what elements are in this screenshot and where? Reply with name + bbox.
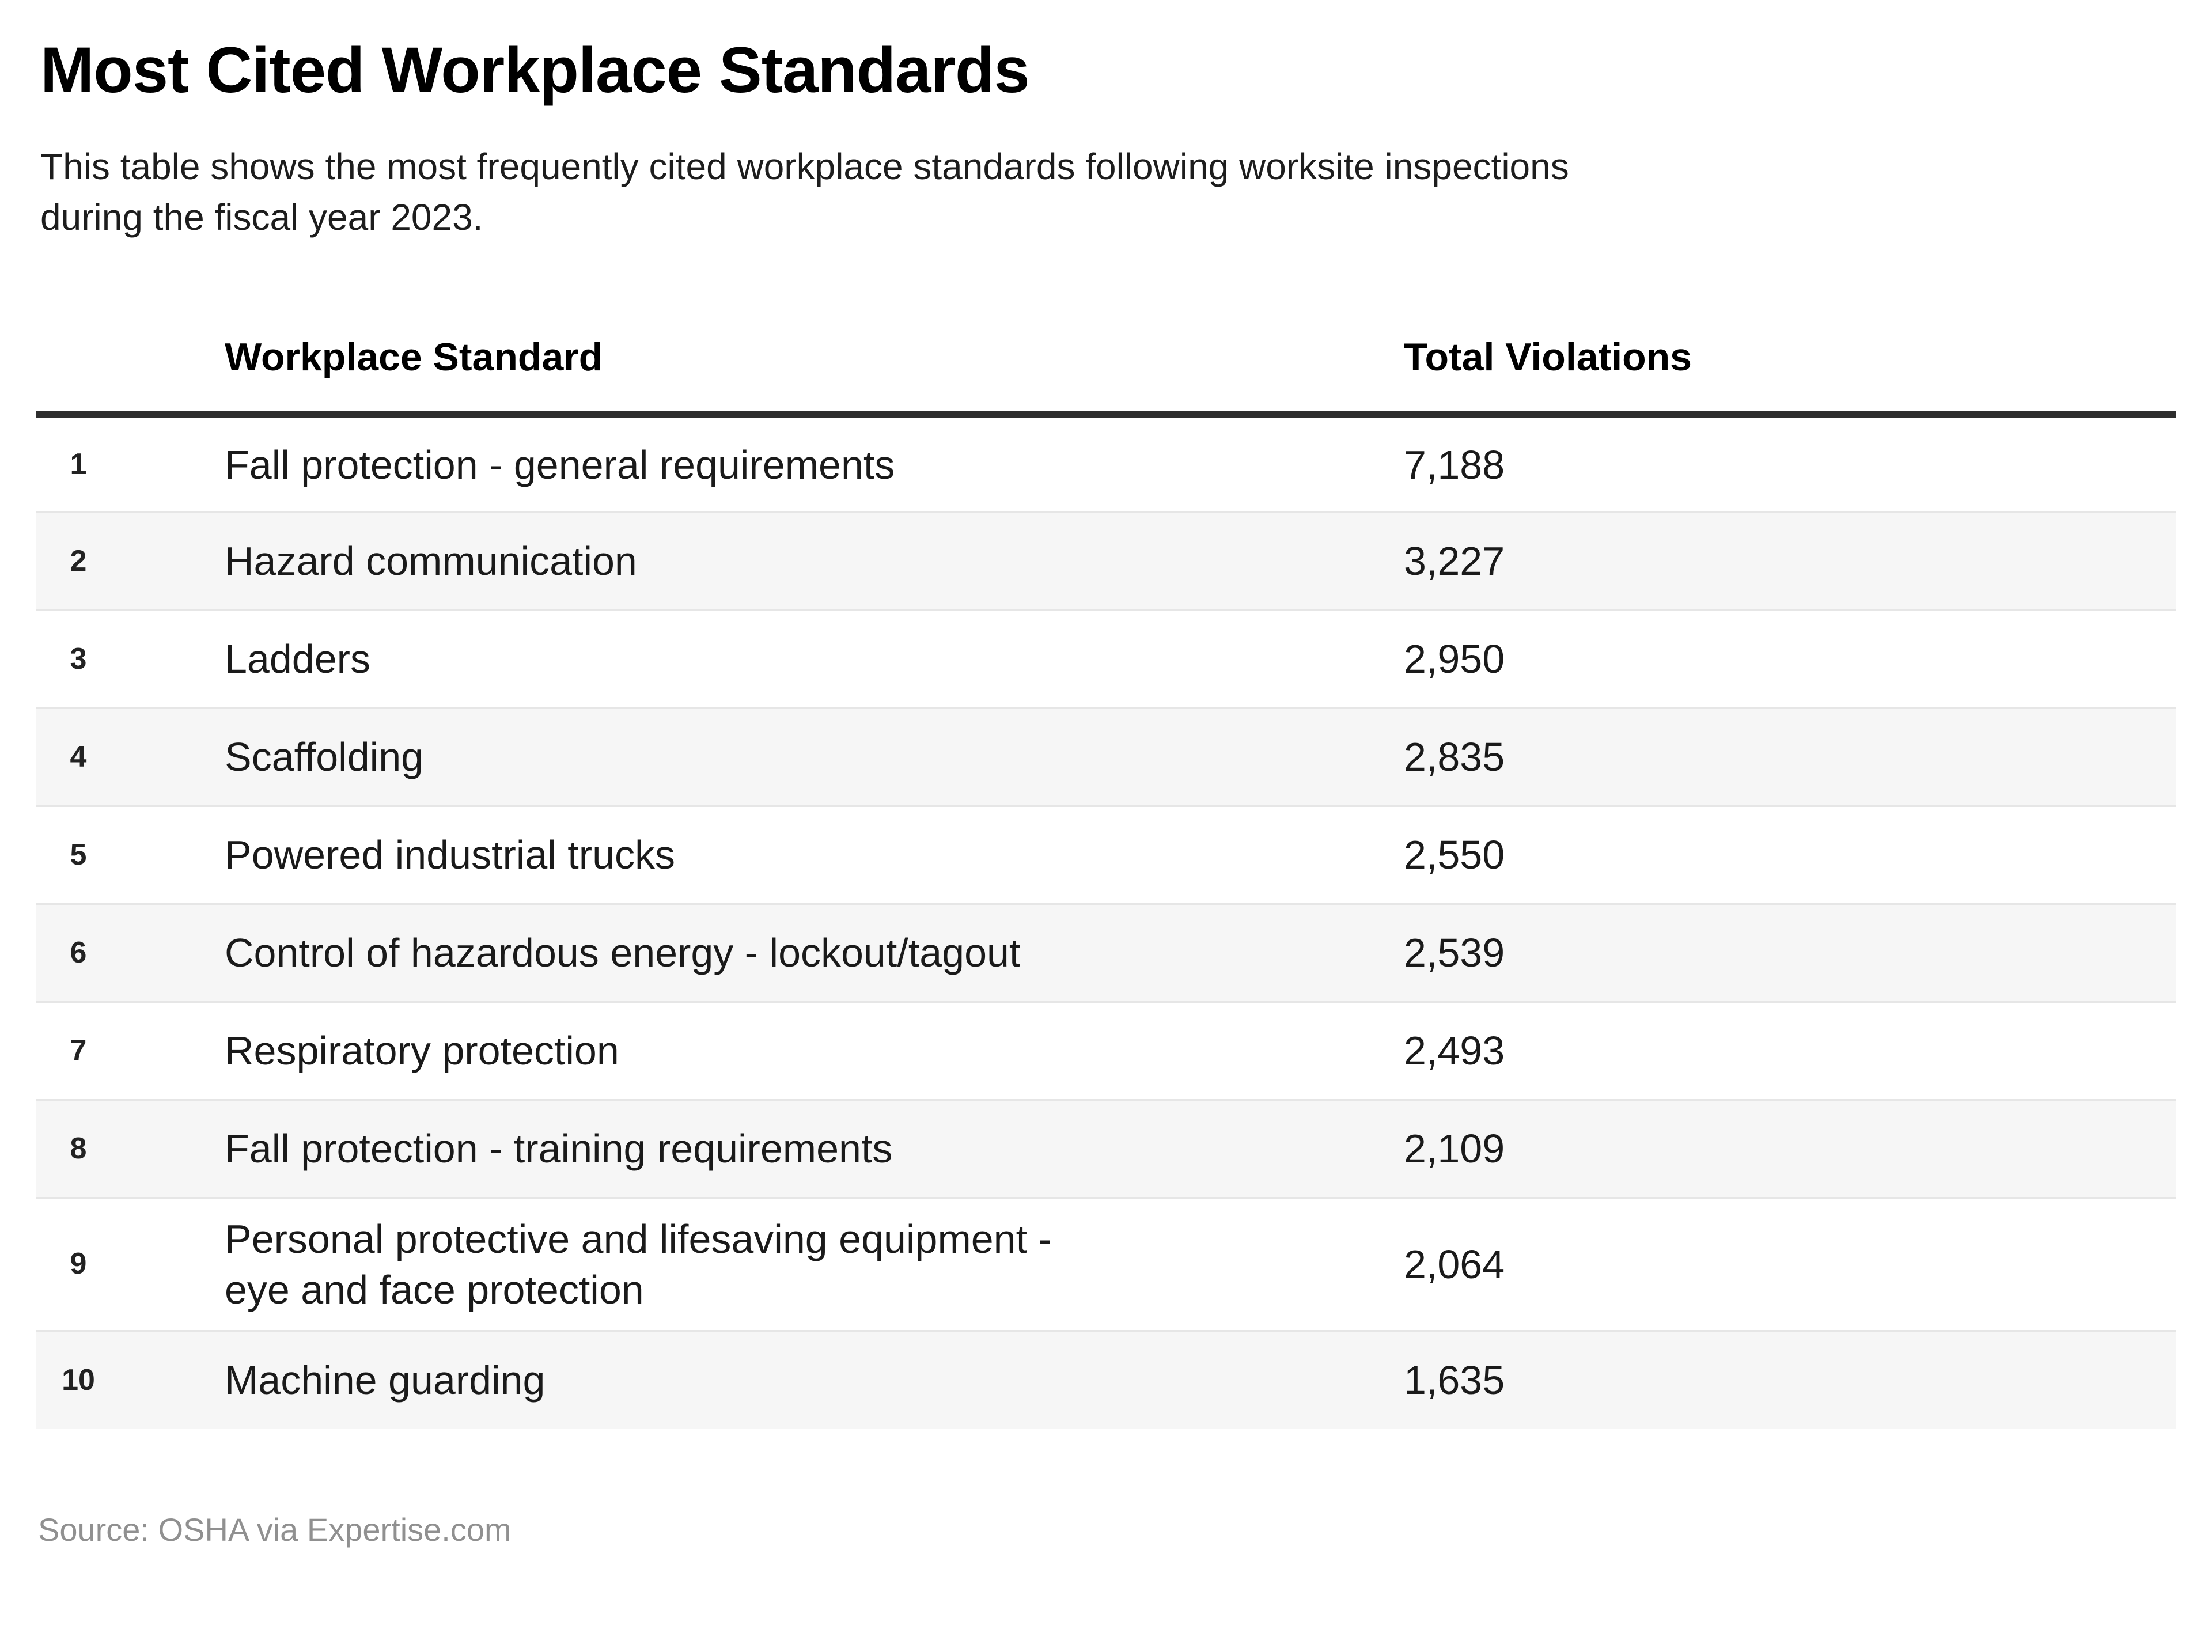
- rank-cell: 1: [70, 447, 87, 481]
- violations-cell: 2,493: [1404, 1001, 2176, 1100]
- table-row: 3 Ladders 2,950: [36, 609, 2176, 708]
- rank-cell: 10: [36, 1330, 121, 1429]
- rank-cell: 3: [36, 609, 121, 708]
- violations-cell: 2,550: [1404, 805, 2176, 904]
- table-body: 1 Fall protection - general requirements…: [36, 414, 2176, 1429]
- rank-cell: 6: [36, 903, 121, 1002]
- infographic: Most Cited Workplace Standards This tabl…: [36, 34, 2176, 1548]
- page-title: Most Cited Workplace Standards: [40, 34, 1030, 106]
- standard-cell: Fall protection - general requirements: [225, 442, 895, 487]
- table-row: 2 Hazard communication 3,227: [36, 511, 2176, 611]
- column-header-standard: Workplace Standard: [121, 335, 1404, 418]
- rank-cell: 2: [36, 511, 121, 611]
- violations-cell: 2,835: [1404, 707, 2176, 806]
- standard-cell: Ladders: [121, 609, 1404, 708]
- table-row: 7 Respiratory protection 2,493: [36, 1001, 2176, 1100]
- table-header: Workplace Standard Total Violations: [36, 335, 2176, 418]
- rank-cell: 9: [36, 1196, 121, 1331]
- page-subtitle: This table shows the most frequently cit…: [40, 145, 1569, 238]
- table-row: 8 Fall protection - training requirement…: [36, 1098, 2176, 1198]
- table-row: 4 Scaffolding 2,835: [36, 707, 2176, 806]
- standard-cell: Powered industrial trucks: [121, 805, 1404, 904]
- violations-cell: 3,227: [1404, 511, 2176, 611]
- violations-cell: 2,064: [1404, 1196, 2176, 1331]
- rank-cell: 7: [36, 1001, 121, 1100]
- column-header-violations: Total Violations: [1404, 335, 2176, 418]
- standard-cell: Control of hazardous energy - lockout/ta…: [121, 903, 1404, 1002]
- standard-cell: Respiratory protection: [121, 1001, 1404, 1100]
- table-row: 5 Powered industrial trucks 2,550: [36, 805, 2176, 904]
- violations-cell: 7,188: [1404, 442, 1505, 487]
- rank-cell: 5: [36, 805, 121, 904]
- rank-cell: 8: [36, 1098, 121, 1198]
- rank-cell: 4: [36, 707, 121, 806]
- table-row: 9 Personal protective and lifesaving equ…: [36, 1196, 2176, 1331]
- standard-cell: Fall protection - training requirements: [121, 1098, 1404, 1198]
- standard-cell: Hazard communication: [121, 511, 1404, 611]
- table-row: 1 Fall protection - general requirements…: [36, 414, 2176, 512]
- violations-table: Workplace Standard Total Violations 1 Fa…: [36, 335, 2176, 1429]
- standard-cell: Machine guarding: [121, 1330, 1404, 1429]
- violations-cell: 2,109: [1404, 1098, 2176, 1198]
- column-header-rank: [36, 335, 121, 418]
- violations-cell: 1,635: [1404, 1330, 2176, 1429]
- table-header-row: Workplace Standard Total Violations: [36, 335, 2176, 418]
- table-row: 6 Control of hazardous energy - lockout/…: [36, 903, 2176, 1002]
- standard-cell: Personal protective and lifesaving equip…: [121, 1196, 1404, 1331]
- violations-cell: 2,950: [1404, 609, 2176, 708]
- source-attribution: Source: OSHA via Expertise.com: [38, 1511, 512, 1548]
- table-row: 10 Machine guarding 1,635: [36, 1330, 2176, 1429]
- violations-cell: 2,539: [1404, 903, 2176, 1002]
- standard-cell: Scaffolding: [121, 707, 1404, 806]
